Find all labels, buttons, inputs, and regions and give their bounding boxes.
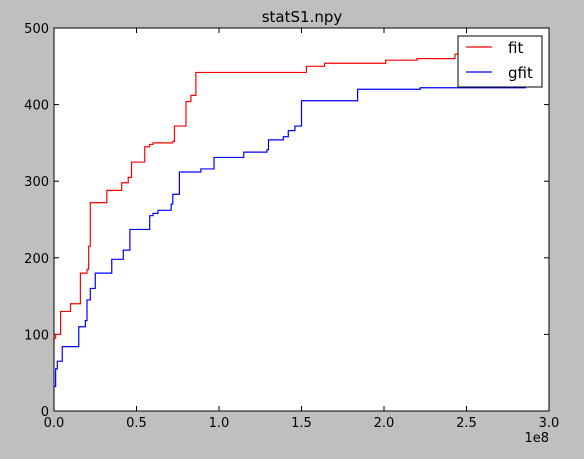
x-tick-label: 1.0 [209, 416, 230, 431]
series-line-gfit [54, 87, 526, 388]
x-tick-label: 1.5 [291, 416, 312, 431]
legend-label-fit: fit [508, 39, 523, 57]
y-tick-label: 300 [24, 175, 49, 190]
y-tick-label: 500 [24, 22, 49, 37]
y-tick-label: 0 [41, 405, 49, 420]
legend-box [457, 35, 543, 88]
legend: fit gfit [457, 35, 543, 88]
chart-title: statS1.npy [262, 8, 343, 26]
axes-ticks: 0.0 0.5 1.0 1.5 2.0 2.5 3.0 0 100 200 300 400 500 [24, 22, 559, 431]
x-tick-label: 2.5 [456, 416, 477, 431]
y-tick-label: 100 [24, 328, 49, 343]
y-tick-label: 200 [24, 252, 49, 267]
series-layer [54, 53, 526, 388]
series-line-fit [54, 53, 521, 339]
y-tick-label: 400 [24, 99, 49, 114]
x-tick-label: 2.0 [374, 416, 395, 431]
plot-area [53, 27, 550, 412]
legend-label-gfit: gfit [508, 64, 533, 82]
x-tick-label: 3.0 [539, 416, 560, 431]
x-tick-label: 0.0 [44, 416, 65, 431]
x-axis-offset-label: 1e8 [524, 431, 549, 446]
x-tick-label: 0.5 [126, 416, 147, 431]
